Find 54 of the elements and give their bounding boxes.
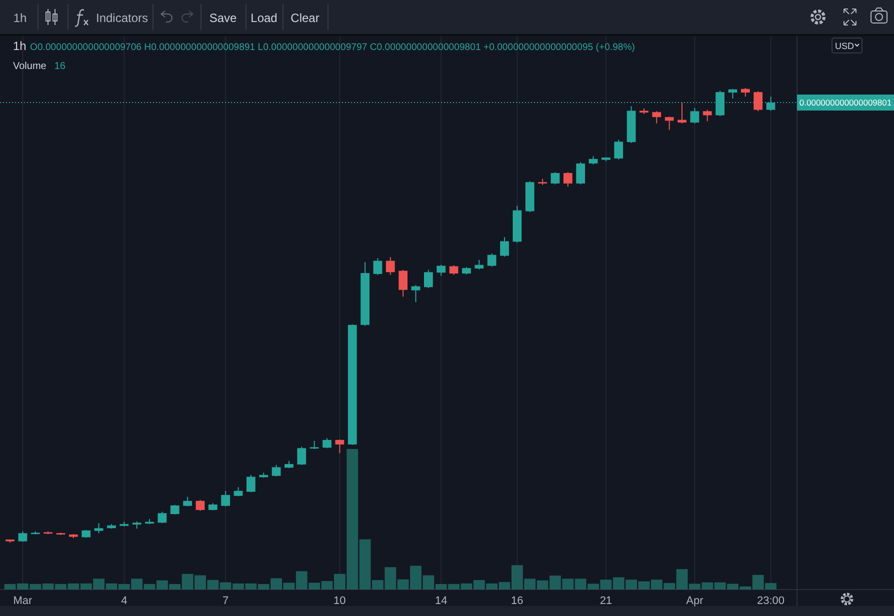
text: Save xyxy=(209,11,237,25)
text: Load xyxy=(250,11,278,25)
x-tick-label: Apr xyxy=(686,595,704,607)
x-tick-label: 7 xyxy=(222,595,229,607)
text: USD xyxy=(835,41,854,51)
candlestick xyxy=(411,284,420,303)
text: Indicators xyxy=(96,11,148,25)
candlestick xyxy=(754,90,763,112)
candlestick xyxy=(322,438,332,449)
candlestick xyxy=(702,109,712,122)
candlestick xyxy=(563,172,572,188)
candlestick xyxy=(474,259,484,270)
chart-subtitle: O0.000000000000009706 H0.000000000000009891 L0.000000000000009797 C0.000000000000009801 +0.000000000000000095 (+0.98%) xyxy=(30,42,635,53)
candlestick xyxy=(246,474,256,493)
text: 0.000000000000009801 xyxy=(799,98,892,108)
x-tick-label: 4 xyxy=(121,595,128,607)
candlestick xyxy=(221,490,230,507)
text: 1h xyxy=(13,11,27,25)
text: Clear xyxy=(290,11,320,25)
candlestick xyxy=(18,530,28,542)
candlestick xyxy=(436,264,446,276)
candlestick xyxy=(386,256,395,276)
candlestick xyxy=(373,258,382,276)
x-tick-label: 16 xyxy=(511,595,524,607)
candlestick xyxy=(449,264,458,276)
candlestick xyxy=(234,486,243,497)
candlestick xyxy=(335,438,344,454)
candlestick xyxy=(170,504,180,516)
candlestick xyxy=(183,496,192,507)
candlestick xyxy=(614,139,624,160)
chart-title: 1h xyxy=(13,39,26,53)
candlestick xyxy=(652,110,662,124)
candlestick xyxy=(500,236,509,258)
x-tick-label: 23:00 xyxy=(756,595,785,607)
chart-title: Volume xyxy=(13,61,46,72)
candlestick xyxy=(550,172,560,185)
candlestick xyxy=(690,108,700,124)
candlestick xyxy=(94,522,104,534)
x-tick-label: 14 xyxy=(434,595,448,607)
x-tick-label: 21 xyxy=(600,595,612,607)
candlestick xyxy=(158,511,167,524)
text: 16 xyxy=(54,61,66,72)
candlestick xyxy=(196,499,205,512)
candlestick xyxy=(728,88,738,99)
candlestick xyxy=(272,464,281,477)
candlestick xyxy=(576,162,586,185)
candlestick xyxy=(678,102,686,124)
candlestick xyxy=(424,269,433,289)
candlestick xyxy=(487,253,496,268)
candlestick xyxy=(398,269,408,298)
candlestick xyxy=(664,116,674,130)
candlestick xyxy=(297,446,306,466)
x-tick-label: 10 xyxy=(334,595,346,607)
x-tick-label: Mar xyxy=(13,595,33,607)
